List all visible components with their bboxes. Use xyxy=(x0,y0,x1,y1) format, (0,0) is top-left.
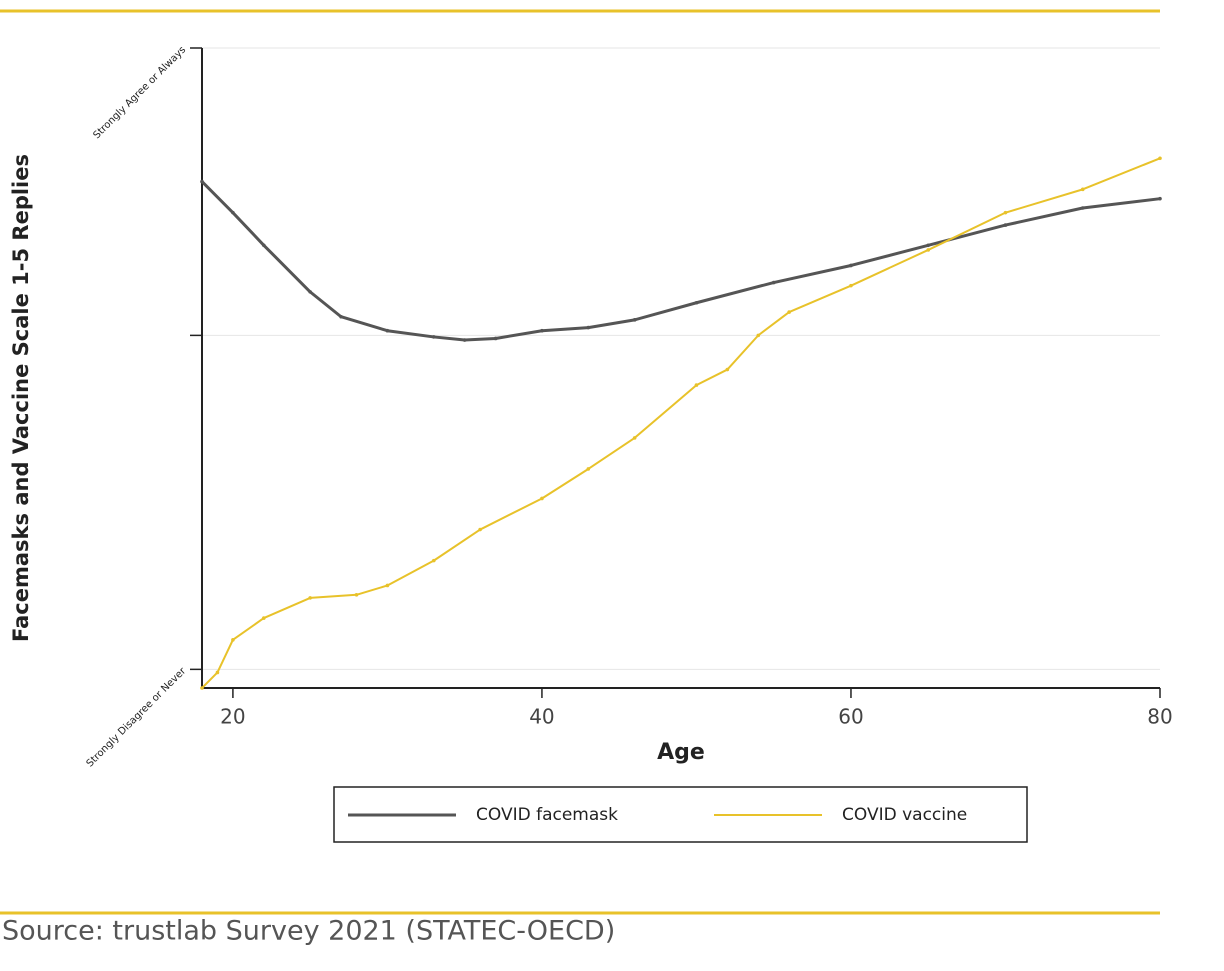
x-tick-label: 20 xyxy=(220,705,245,729)
point xyxy=(339,314,343,319)
point xyxy=(849,283,853,288)
point xyxy=(385,328,390,333)
point xyxy=(1080,187,1085,192)
point xyxy=(1158,196,1162,201)
point xyxy=(694,383,699,387)
point xyxy=(1003,210,1008,215)
y-tick-label: Strongly Agree or Always xyxy=(91,44,188,141)
point xyxy=(756,333,761,338)
point xyxy=(308,290,312,294)
y-axis-title: Facemasks and Vaccine Scale 1-5 Replies xyxy=(9,154,33,642)
point xyxy=(1158,156,1162,161)
point xyxy=(1003,223,1008,227)
point xyxy=(926,248,931,252)
point xyxy=(200,686,204,690)
point xyxy=(262,243,266,248)
point xyxy=(632,318,637,322)
point xyxy=(262,616,266,620)
series-line xyxy=(201,157,1161,689)
point xyxy=(725,367,730,372)
point xyxy=(632,436,637,440)
y-tick-label: Strongly Disagree or Never xyxy=(85,665,189,769)
point xyxy=(308,596,312,600)
point xyxy=(200,179,204,184)
point xyxy=(354,592,359,597)
point xyxy=(493,336,498,341)
x-tick-label: 40 xyxy=(529,705,554,729)
point xyxy=(540,496,544,501)
series-line xyxy=(200,180,1161,342)
point xyxy=(787,310,791,314)
point xyxy=(478,527,482,532)
point xyxy=(385,583,390,588)
point xyxy=(462,338,467,342)
point xyxy=(586,325,591,330)
legend-label: COVID vaccine xyxy=(842,805,967,825)
point xyxy=(231,638,235,642)
x-tick-label: 60 xyxy=(838,705,863,729)
point xyxy=(926,243,931,248)
source: Source: trustlab Survey 2021 (STATEC-OEC… xyxy=(2,916,615,947)
x-tick-label: 80 xyxy=(1147,705,1172,729)
legend-label: COVID facemask xyxy=(476,805,618,825)
point xyxy=(431,558,436,563)
point xyxy=(586,467,591,471)
x-axis-title: Age xyxy=(657,740,705,765)
point xyxy=(849,263,853,268)
point xyxy=(1080,206,1085,210)
point xyxy=(231,210,235,215)
point xyxy=(694,300,699,305)
point xyxy=(215,670,220,675)
point xyxy=(431,335,436,339)
point xyxy=(540,328,544,333)
point xyxy=(771,280,776,285)
